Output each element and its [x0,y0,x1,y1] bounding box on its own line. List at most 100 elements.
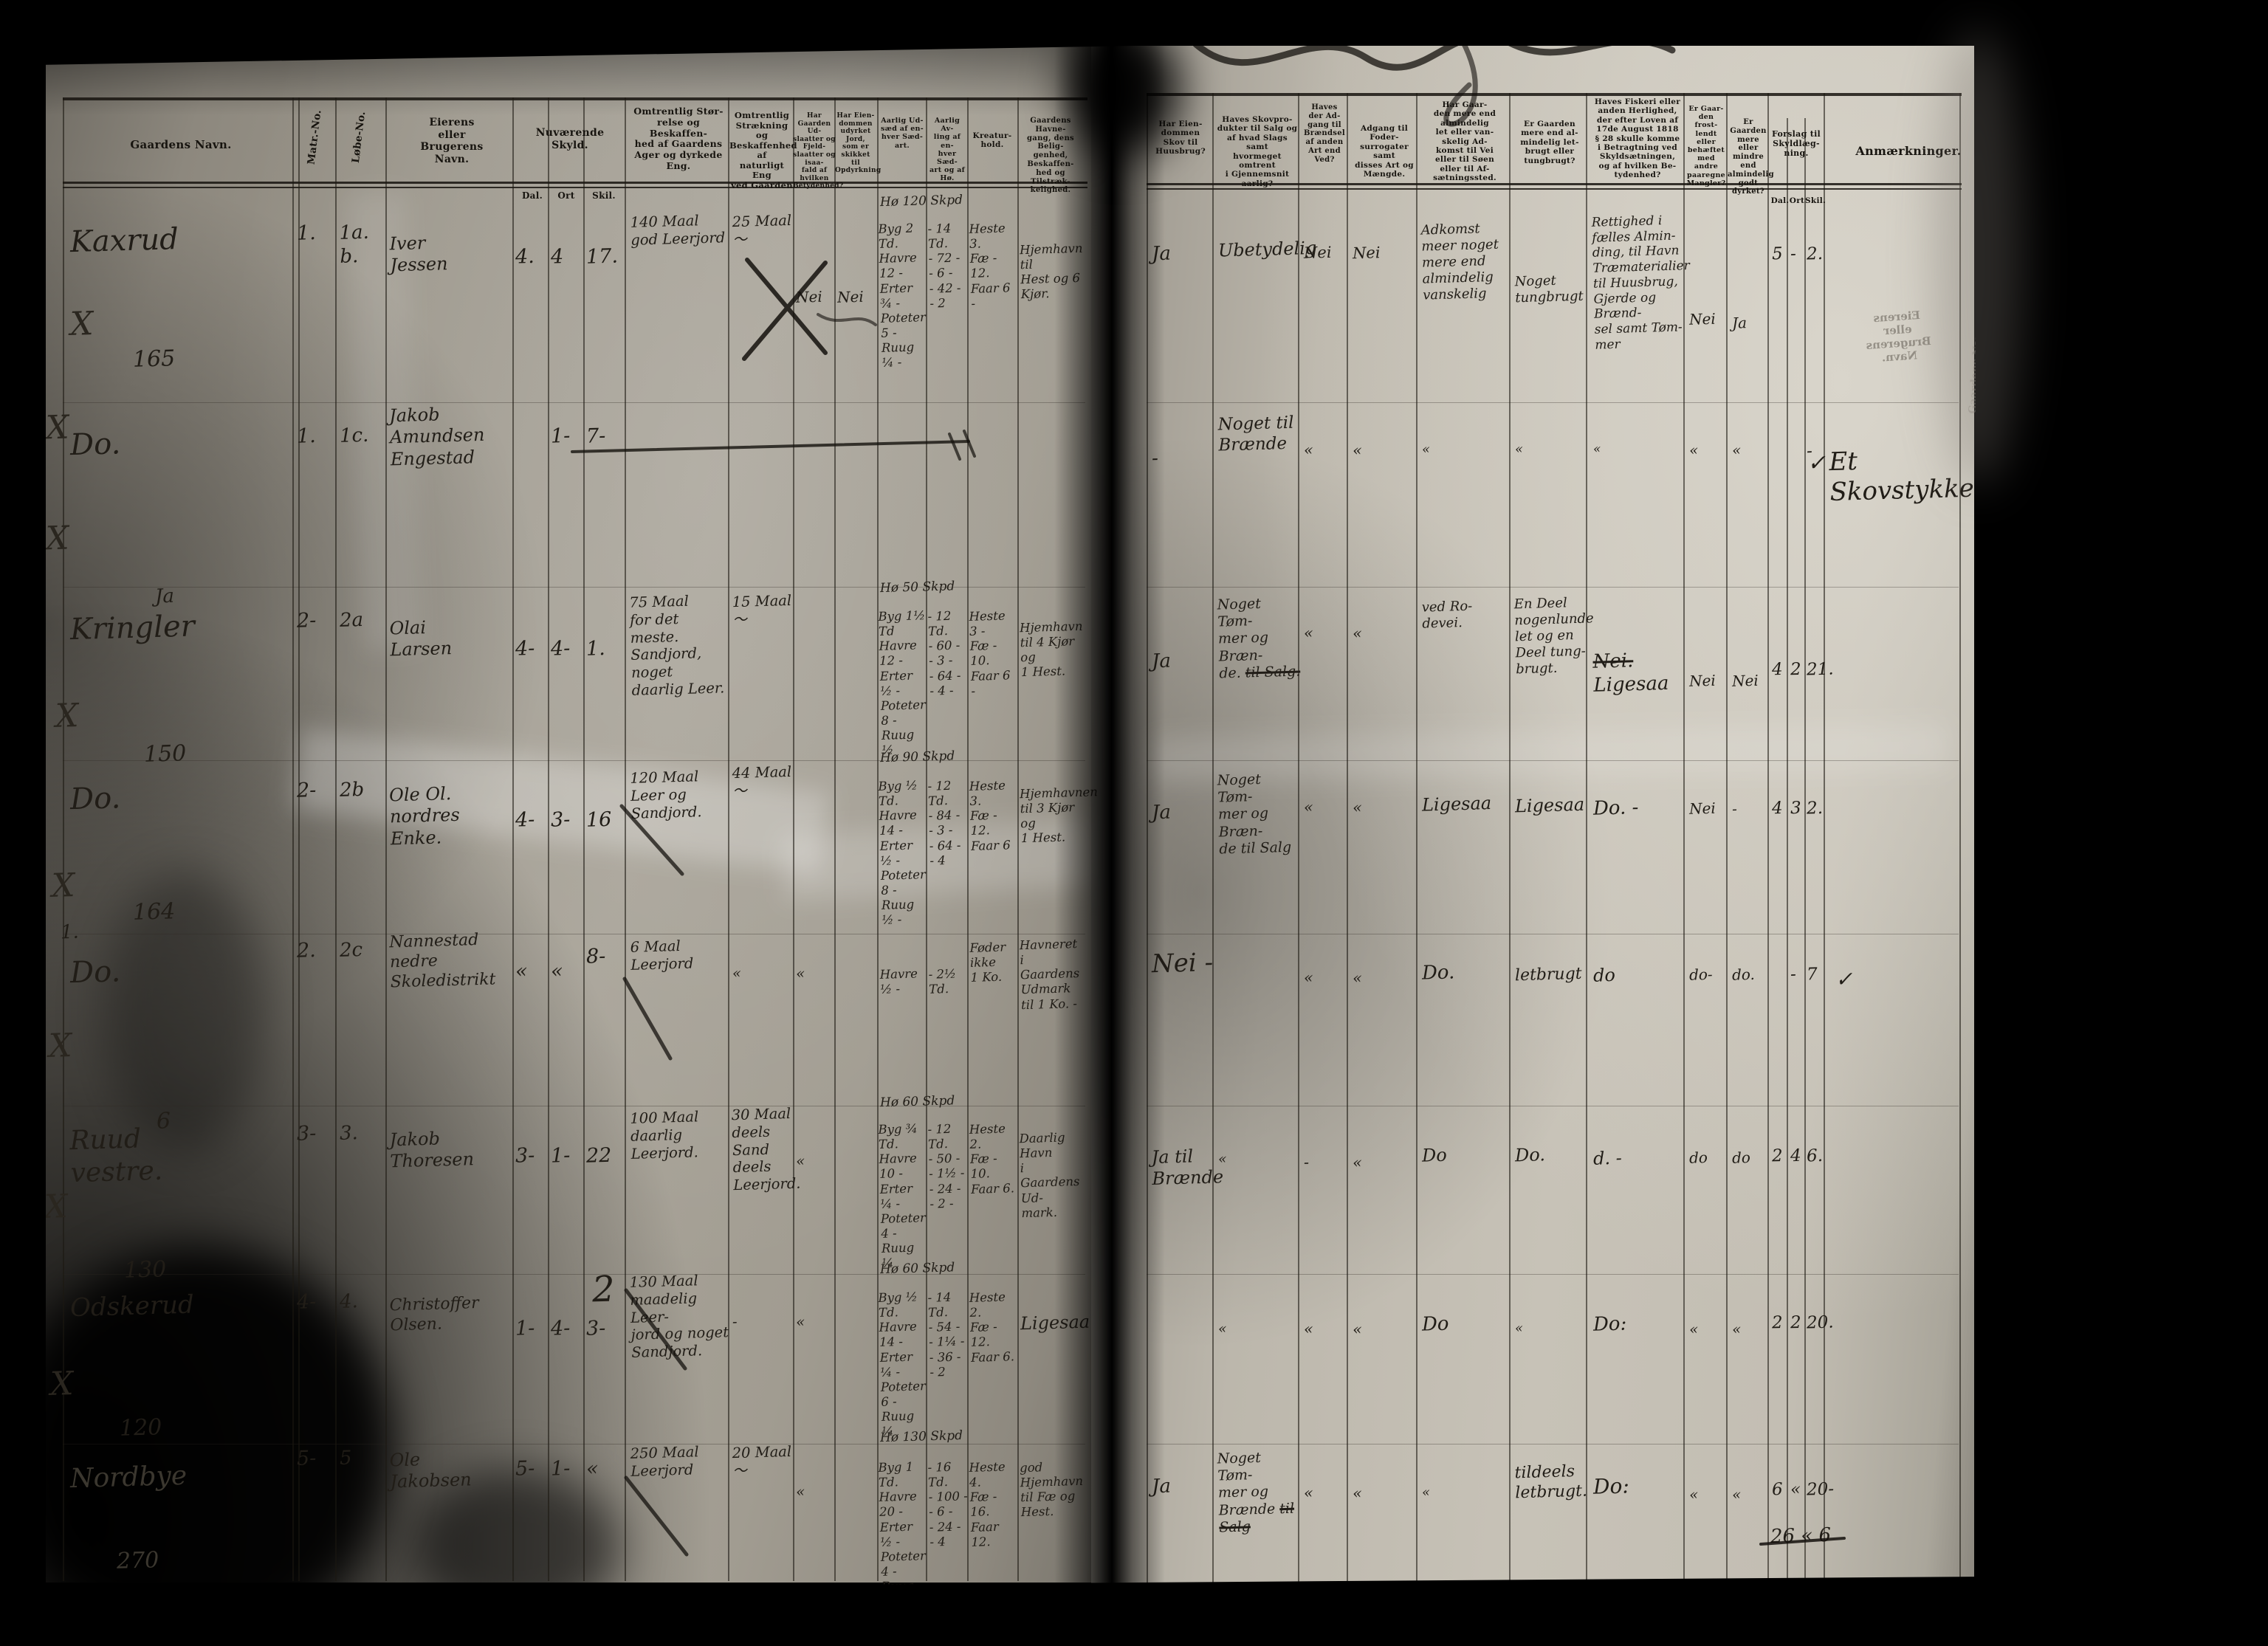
column-rule [385,97,387,1581]
cell-ease: « [1514,441,1524,458]
cell-cultivated: do. [1731,965,1756,984]
header-well-cultivated: Er Gaarden mere eller mindre end alminde… [1728,118,1774,196]
cell-skyld-skil: « [585,1457,599,1481]
cell-livestock: Heste 3. Fæ - 12. Faar 6 [969,778,1011,853]
cell-owner: Jakob Thoresen [389,1128,475,1172]
subheader-skil: Skil. [1805,196,1826,205]
cell-lobe-no: 5 [339,1447,352,1470]
cell-lobe-no: 1a. b. [339,221,370,268]
cell-frost: Nei [1688,799,1717,818]
cell-fodder: « [1352,1153,1363,1172]
cell-proposal-skil: 7 [1806,965,1818,985]
subheader-ort: Ort [557,190,575,201]
cell-skyld-dal: 4- [515,636,535,661]
column-rule [967,97,969,1581]
cell-cultivated: Ja [1731,314,1748,332]
cell-meadow: « [732,964,742,982]
cell-matr-no: 2- [296,779,317,802]
cell-outfield-hay: « [795,964,805,982]
cell-journal-number: 270 [116,1547,159,1574]
corner-shadow [7,1247,391,1646]
column-rule [793,97,794,1581]
cell-proposal-skil: 6. [1806,1146,1824,1166]
cell-meadow: 30 Maal deels Sand deels Leerjord. [731,1104,801,1194]
cell-access: Do. [1421,961,1455,985]
cell-rights: Do. - [1592,796,1639,820]
cell-hay-note: Hø 50 Skpd [879,579,955,596]
cell-forest-products: « [1217,1151,1227,1168]
row-separator [1147,1274,1959,1275]
column-rule [625,97,626,1581]
cell-forest-products: Noget til Brænde [1217,413,1294,455]
cell-proposal-dal: 4 [1771,659,1784,680]
cell-rights: Nei. Ligesaa [1592,650,1669,697]
cell-skyld-dal: 4- [515,807,535,832]
cell-other-fuel: Nei [1303,243,1332,262]
cell-forest-products: Noget Tøm- mer og Bræn- de. til Salg. [1217,595,1301,682]
cell-proposal-skil: 2. [1806,798,1824,819]
cell-proposal-ort: 2 [1790,659,1802,680]
cell-fodder: « [1352,1484,1363,1503]
cell-harvest: - 2½ Td. [928,966,957,996]
cell-fodder: « [1352,968,1363,988]
cell-livestock: Heste 4. Fæ - 16. Faar 12. [969,1459,1006,1549]
cell-fodder: « [1352,798,1363,817]
cell-proposal-dal: 2 [1771,1146,1784,1166]
column-rule [877,97,879,1581]
cell-farm-name: Do. [69,427,121,463]
row-separator [63,587,1085,588]
cell-cultivated: - [1731,799,1738,818]
cell-owner: Ole Ol. nordres Enke. [388,783,461,849]
header-farm-name: Gaardens Navn. [130,138,232,151]
cell-skyld-ort: 4- [550,1316,571,1340]
header-frost-defects: Er Gaar- den frost- lendt eller behæftet… [1686,105,1726,187]
scan-border-left [0,0,46,1619]
cell-skyld-dal: 3- [515,1143,535,1168]
header-ease-of-use: Er Gaarden mere end al- mindelig let- br… [1520,120,1579,165]
handwritten-x-mark: X [48,1026,73,1065]
cell-journal-number: 120 [119,1414,162,1442]
cell-proposal-sum: 26 « 6 [1770,1523,1832,1549]
header-outfield-hay: Har Gaarden Ud- slaatter og Fjeld- slaat… [793,112,844,190]
table-rule [1147,183,1962,185]
cell-owner: Christoffer Olsen. [389,1294,479,1335]
column-rule [1017,97,1019,1581]
cell-skyld-ort: 3- [550,807,571,832]
table-rule [63,97,1087,100]
header-forest-products: Haves Skovpro- dukter til Salg og af hva… [1217,115,1298,188]
cell-frost: Nei [1688,671,1717,690]
cell-hay-note: Hø 60 Skpd [879,1093,955,1111]
cell-cultivated: « [1731,1485,1742,1504]
cell-farm-name: Odskerud [69,1289,195,1323]
column-rule [292,97,294,1581]
cell-cultivated: « [1731,1320,1742,1338]
cell-skyld-ort: « [550,960,563,983]
cell-skyld-dal: 1- [515,1316,535,1340]
header-uncultivated-land: Har Eien- dommen udyrket Jord, som er sk… [835,112,882,175]
column-rule [1509,93,1511,1588]
scan-border-right [1976,0,2268,1619]
cell-journal-number: 130 [123,1256,167,1284]
cell-owner: Ole Jakobsen [389,1449,472,1492]
handwritten-x-mark: X [44,1187,69,1226]
cell-outfield-hay: « [795,1151,805,1170]
column-rule [1959,93,1961,1588]
column-rule [1416,93,1418,1588]
cell-fodder: « [1352,441,1363,460]
column-rule [298,97,300,1581]
cell-fodder: Nei [1352,244,1381,263]
column-rule [1347,93,1348,1588]
cell-lobe-no: 2a [339,608,364,632]
cell-skyld-ort: 4- [550,636,571,661]
cell-sowing: Byg ½ Td. Havre 14 - Erter ¼ - Poteter 6… [878,1289,927,1439]
cell-skyld-skil: 16 [585,807,612,832]
cell-ease: « [1514,1320,1524,1337]
cell-proposal-skil: 21. [1806,659,1834,680]
column-rule [1804,118,1806,1587]
cell-access: Adkomst meer noget mere end almindelig v… [1420,221,1499,303]
cell-ease: Noget tungbrugt [1514,272,1584,306]
cell-meadow: 44 Maal 〜 [732,762,792,799]
cell-cultivated: Nei [1731,671,1759,690]
cell-meadow: 25 Maal 〜 [732,211,792,248]
cell-proposal-dal: 4 [1771,798,1784,819]
